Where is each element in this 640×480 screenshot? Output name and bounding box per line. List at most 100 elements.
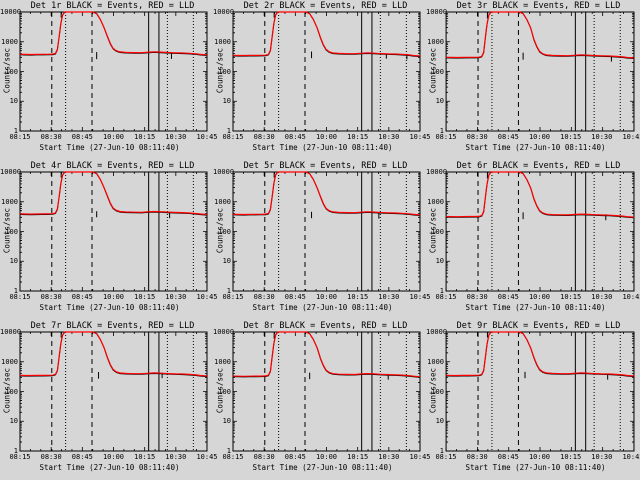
y-tick-label: 10 [435, 257, 444, 266]
x-tick-label: 10:45 [622, 133, 640, 141]
y-tick-label: 10 [435, 97, 444, 106]
lld-curve [446, 331, 635, 377]
axis-ticks [445, 331, 635, 452]
plot-cell-det-7r: Det 7r BLACK = Events, RED = LLD Counts/… [0, 320, 218, 480]
plot-frame [232, 171, 421, 292]
x-tick-label: 08:15 [9, 133, 31, 141]
x-tick-label: 08:45 [497, 293, 519, 301]
axis-ticks [19, 11, 208, 132]
x-tick-label: 10:30 [165, 453, 187, 461]
plot-title: Det 5r BLACK = Events, RED = LLD [243, 161, 408, 171]
x-tick-label: 08:15 [9, 453, 31, 461]
x-tick-label: 08:15 [9, 293, 31, 301]
y-tick-label: 10000 [213, 168, 235, 176]
plot-frame [445, 331, 635, 452]
y-tick-label: 1000 [214, 37, 231, 46]
plot-frame [232, 331, 421, 452]
axis-ticks [232, 11, 421, 132]
detector-rate-plot [445, 331, 635, 452]
axis-ticks [19, 171, 208, 292]
axis-ticks [232, 171, 421, 292]
x-tick-label: 10:30 [378, 133, 400, 141]
x-tick-label: 08:15 [435, 133, 457, 141]
plot-title: Det 8r BLACK = Events, RED = LLD [243, 321, 408, 331]
y-tick-label: 1000 [427, 37, 444, 46]
x-tick-label: 08:30 [40, 293, 62, 301]
lld-curve [232, 171, 421, 216]
y-tick-label: 10000 [426, 8, 448, 16]
y-tick-label: 10000 [213, 8, 235, 16]
x-tick-label: 08:45 [497, 133, 519, 141]
y-tick-label: 100 [218, 387, 231, 396]
plot-frame [19, 11, 208, 132]
x-tick-label: 10:15 [347, 293, 369, 301]
y-tick-label: 10 [435, 417, 444, 426]
x-tick-label: 10:15 [347, 453, 369, 461]
x-tick-label: 10:00 [528, 133, 551, 141]
x-tick-label: 10:30 [378, 293, 400, 301]
plot-cell-det-9r: Det 9r BLACK = Events, RED = LLD Counts/… [426, 320, 640, 480]
y-tick-label: 100 [431, 387, 444, 396]
detector-rate-plot [232, 11, 421, 132]
y-tick-label: 1000 [427, 357, 444, 366]
x-tick-label: 10:00 [102, 453, 125, 461]
x-tick-label: 10:30 [165, 293, 187, 301]
x-tick-label: 10:15 [347, 133, 369, 141]
x-tick-label: 10:00 [528, 453, 551, 461]
y-tick-label: 10000 [213, 328, 235, 336]
lld-curve [446, 171, 635, 218]
x-tick-label: 08:45 [71, 453, 93, 461]
y-tick-label: 1 [439, 287, 444, 295]
x-tick-label: 10:00 [102, 293, 125, 301]
plot-title: Det 4r BLACK = Events, RED = LLD [30, 161, 195, 171]
lld-curve [19, 171, 208, 216]
y-tick-label: 1 [226, 127, 231, 135]
y-tick-label: 10 [222, 257, 231, 266]
detector-rate-plot [19, 331, 208, 452]
plot-cell-det-4r: Det 4r BLACK = Events, RED = LLD Counts/… [0, 160, 218, 320]
x-axis-title: Start Time (27-Jun-10 08:11:40) [465, 143, 606, 152]
detector-rate-plot [19, 11, 208, 132]
y-tick-label: 10000 [0, 8, 22, 16]
y-tick-label: 1 [226, 447, 231, 455]
x-tick-label: 08:15 [222, 453, 244, 461]
x-axis-title: Start Time (27-Jun-10 08:11:40) [39, 303, 180, 312]
x-axis-title: Start Time (27-Jun-10 08:11:40) [252, 463, 393, 472]
x-tick-label: 10:15 [560, 133, 582, 141]
x-tick-label: 10:45 [196, 133, 218, 141]
y-tick-label: 1000 [214, 357, 231, 366]
y-tick-label: 100 [5, 387, 18, 396]
x-axis-title: Start Time (27-Jun-10 08:11:40) [465, 303, 606, 312]
x-tick-label: 10:45 [409, 453, 431, 461]
x-tick-label: 10:15 [560, 293, 582, 301]
plot-cell-det-1r: Det 1r BLACK = Events, RED = LLD Counts/… [0, 0, 218, 160]
x-tick-label: 10:30 [591, 293, 613, 301]
y-tick-label: 10000 [426, 328, 448, 336]
y-tick-label: 100 [218, 227, 231, 236]
y-tick-label: 10000 [426, 168, 448, 176]
y-tick-label: 1 [13, 287, 18, 295]
y-tick-label: 1000 [1, 37, 18, 46]
plot-frame [232, 11, 421, 132]
x-tick-label: 08:15 [222, 133, 244, 141]
x-tick-label: 08:30 [253, 293, 275, 301]
x-tick-label: 10:15 [134, 453, 156, 461]
y-tick-label: 10000 [0, 328, 22, 336]
plot-frame [445, 171, 635, 292]
y-tick-label: 100 [431, 67, 444, 76]
lld-curve [446, 11, 635, 59]
x-tick-label: 10:15 [134, 133, 156, 141]
plot-cell-det-5r: Det 5r BLACK = Events, RED = LLD Counts/… [213, 160, 431, 320]
detector-rate-plot [445, 11, 635, 132]
x-tick-label: 08:15 [435, 293, 457, 301]
x-tick-label: 08:45 [284, 453, 306, 461]
y-tick-label: 1 [439, 127, 444, 135]
x-tick-label: 08:30 [466, 133, 488, 141]
detector-rate-plot [232, 171, 421, 292]
x-tick-label: 10:00 [102, 133, 125, 141]
y-tick-label: 1000 [1, 197, 18, 206]
x-tick-label: 10:45 [409, 133, 431, 141]
plot-cell-det-2r: Det 2r BLACK = Events, RED = LLD Counts/… [213, 0, 431, 160]
x-tick-label: 10:45 [622, 453, 640, 461]
x-axis-title: Start Time (27-Jun-10 08:11:40) [252, 143, 393, 152]
